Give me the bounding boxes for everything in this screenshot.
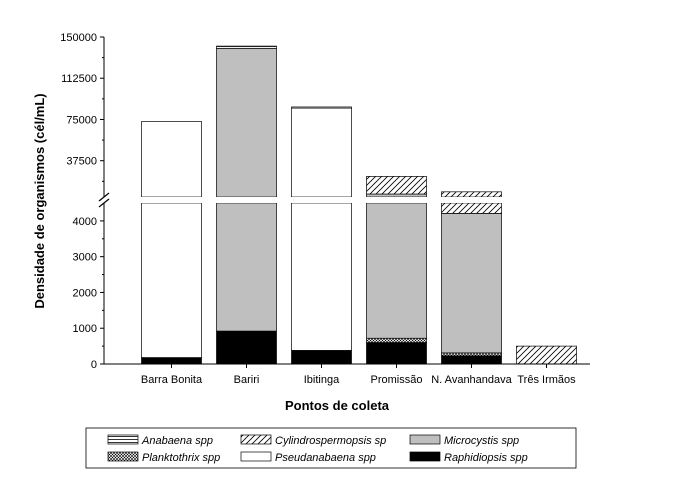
legend-label-anabaena-spp: Anabaena spp bbox=[141, 435, 213, 447]
bar-pseudanabaena-spp-ibitinga bbox=[291, 202, 352, 351]
legend-label-microcystis-spp: Microcystis spp bbox=[444, 435, 519, 447]
legend-swatch-planktothrix-spp bbox=[107, 451, 139, 462]
legend-label-planktothrix-spp: Planktothrix spp bbox=[142, 452, 220, 464]
y-tick-label: 75000 bbox=[66, 114, 97, 126]
bar-microcystis-spp-promiss-o bbox=[366, 202, 427, 339]
bar-microcystis-spp-promiss-o bbox=[366, 193, 427, 198]
y-tick-label: 37500 bbox=[66, 156, 97, 168]
bar-pseudanabaena-spp-ibitinga bbox=[291, 107, 352, 198]
y-tick-label: 0 bbox=[91, 359, 97, 371]
axes: Barra Bonita Bariri Ibitinga Promissão N. Av… bbox=[60, 32, 594, 386]
bar-raphidiopsis-spp-n-avanhandava bbox=[441, 355, 502, 365]
bar-anabaena-spp-bariri bbox=[216, 45, 277, 49]
bar-pseudanabaena-spp-barra-bonita bbox=[141, 121, 202, 198]
y-tick-label: 4000 bbox=[73, 216, 97, 228]
bar-planktothrix-spp-n-avanhandava bbox=[441, 352, 502, 357]
bar-raphidiopsis-spp-promiss-o bbox=[366, 342, 427, 365]
legend-swatch-cylindrospermopsis-sp bbox=[240, 434, 272, 445]
bar-raphidiopsis-spp-ibitinga bbox=[291, 350, 352, 365]
bar-microcystis-spp-n-avanhandava bbox=[441, 213, 502, 354]
x-tick-label-ibitinga: Ibitinga bbox=[304, 374, 340, 386]
y-axis-title: Densidade de organismos (cél/mL) bbox=[32, 93, 47, 308]
plot-area bbox=[141, 45, 577, 365]
legend-swatch-microcystis-spp bbox=[409, 434, 441, 445]
bar-raphidiopsis-spp-barra-bonita bbox=[141, 357, 202, 365]
bar-raphidiopsis-spp-bariri bbox=[216, 330, 277, 365]
bar-planktothrix-spp-promiss-o bbox=[366, 337, 427, 343]
y-tick-label: 112500 bbox=[61, 73, 97, 85]
bar-cylindrospermopsis-sp-promiss-o bbox=[366, 176, 427, 195]
bar-cylindrospermopsis-sp-tr-s-irm-os bbox=[516, 345, 577, 365]
legend-swatch-raphidiopsis-spp bbox=[409, 451, 441, 462]
axis-break-gap bbox=[96, 197, 594, 203]
x-tick-label-n-avanhandava: N. Avanhandava bbox=[431, 374, 512, 386]
bar-cylindrospermopsis-sp-n-avanhandava bbox=[441, 191, 502, 198]
x-tick-label-barra-bonita: Barra Bonita bbox=[141, 374, 203, 386]
bar-cylindrospermopsis-sp-n-avanhandava bbox=[441, 202, 502, 214]
legend-label-raphidiopsis-spp: Raphidiopsis spp bbox=[444, 452, 528, 464]
bar-microcystis-spp-bariri bbox=[216, 47, 277, 198]
bar-pseudanabaena-spp-barra-bonita bbox=[141, 202, 202, 358]
legend-swatch-pseudanabaena-spp bbox=[240, 451, 272, 462]
x-tick-label-promiss-o: Promissão bbox=[371, 374, 423, 386]
legend: Anabaena spp Cylindrospermopsis sp Microcy… bbox=[85, 427, 577, 469]
legend-swatch-anabaena-spp bbox=[107, 434, 139, 445]
bar-microcystis-spp-bariri bbox=[216, 202, 277, 332]
y-tick-label: 150000 bbox=[60, 32, 97, 44]
legend-label-pseudanabaena-spp: Pseudanabaena spp bbox=[275, 452, 376, 464]
x-tick-label-bariri: Bariri bbox=[234, 374, 260, 386]
x-axis-title: Pontos de coleta bbox=[285, 398, 390, 413]
y-tick-label: 3000 bbox=[73, 252, 97, 264]
legend-label-cylindrospermopsis-sp: Cylindrospermopsis sp bbox=[275, 435, 386, 447]
y-tick-label: 1000 bbox=[73, 323, 97, 335]
bar-anabaena-spp-ibitinga bbox=[291, 106, 352, 109]
x-tick-label-tr-s-irm-os: Três Irmãos bbox=[517, 374, 576, 386]
axis-break-mark-upper bbox=[98, 192, 110, 202]
y-tick-label: 2000 bbox=[73, 287, 97, 299]
axis-break-mark-lower bbox=[98, 198, 110, 208]
legend-box bbox=[85, 427, 577, 469]
